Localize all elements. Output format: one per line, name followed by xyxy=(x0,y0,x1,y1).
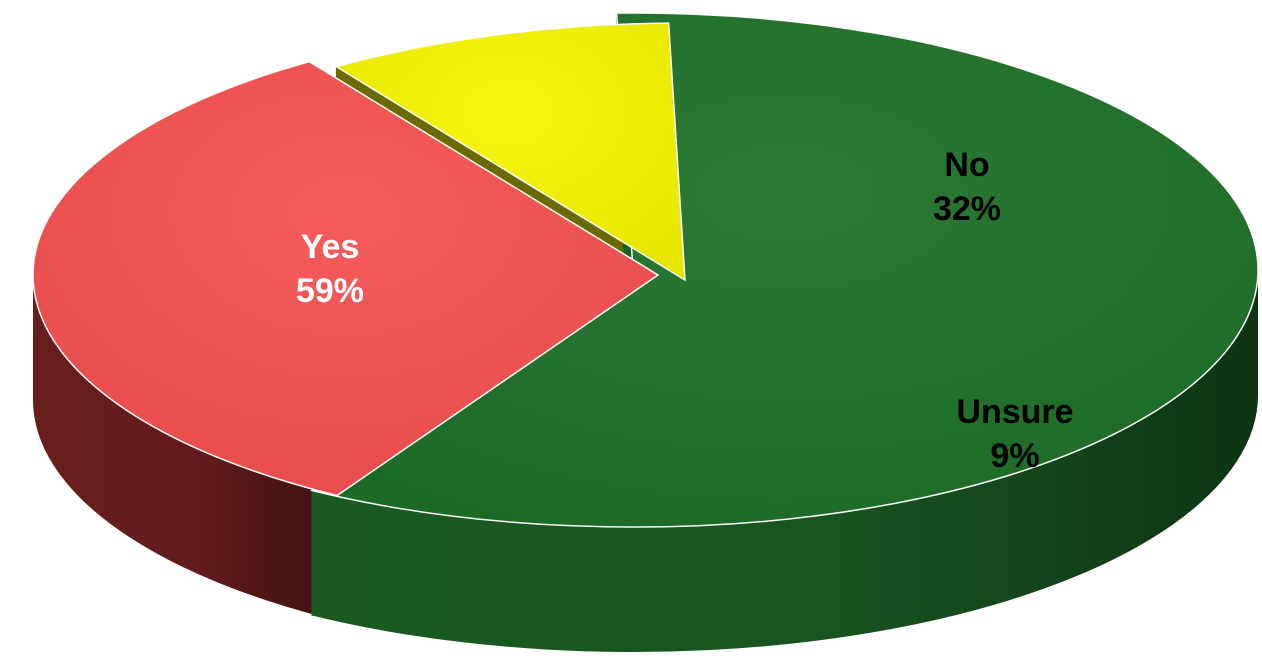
pie-label-yes-value: 59% xyxy=(296,272,364,310)
pie-slice-yes-side-shading xyxy=(312,270,1258,652)
pie-slice-no-side-shading xyxy=(33,275,338,621)
pie-label-yes-category: Yes xyxy=(301,228,360,266)
pie-slice-no-gloss xyxy=(33,61,658,496)
pie-label-unsure-value: 9% xyxy=(990,437,1039,475)
pie-label-no: No 32% xyxy=(933,146,1001,228)
pie-label-unsure: Unsure 9% xyxy=(956,393,1073,475)
pie-label-no-value: 32% xyxy=(933,190,1001,228)
pie-slice-unsure-gloss xyxy=(336,23,685,281)
pie-slice-yes-gloss xyxy=(312,13,1259,528)
pie-label-yes: Yes 59% xyxy=(296,228,364,310)
pie-top-layer xyxy=(32,12,1259,528)
pie-label-no-category: No xyxy=(944,146,989,184)
pie-label-layer: Yes 59% No 32% Unsure 9% xyxy=(296,146,1074,475)
pie-label-unsure-category: Unsure xyxy=(956,393,1073,431)
